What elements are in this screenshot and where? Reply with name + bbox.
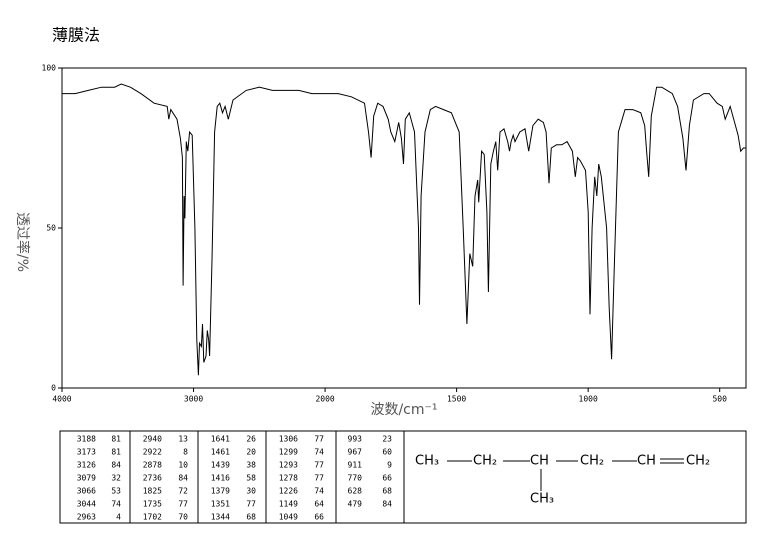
chem-group: CH bbox=[637, 454, 656, 469]
peak-wavenumber: 1641 bbox=[211, 435, 230, 444]
peak-transmittance: 9 bbox=[387, 461, 392, 470]
peak-transmittance: 4 bbox=[116, 513, 121, 522]
chem-group: CH₂ bbox=[686, 454, 710, 469]
x-tick-label: 500 bbox=[712, 395, 727, 404]
peak-transmittance: 77 bbox=[314, 461, 324, 470]
chem-group: CH bbox=[530, 454, 549, 469]
y-tick-label: 100 bbox=[42, 64, 57, 73]
peak-wavenumber: 628 bbox=[348, 487, 363, 496]
peak-transmittance: 77 bbox=[314, 435, 324, 444]
peak-wavenumber: 1416 bbox=[211, 474, 230, 483]
x-axis-label: 波数/cm⁻¹ bbox=[370, 402, 437, 418]
peak-transmittance: 32 bbox=[111, 474, 121, 483]
peak-transmittance: 74 bbox=[314, 448, 324, 457]
peak-wavenumber: 993 bbox=[348, 435, 363, 444]
peak-transmittance: 10 bbox=[178, 461, 188, 470]
peak-wavenumber: 1439 bbox=[211, 461, 230, 470]
peak-transmittance: 68 bbox=[382, 487, 392, 496]
chem-group: CH₃ bbox=[530, 492, 554, 507]
chem-group: CH₃ bbox=[415, 454, 439, 469]
peak-transmittance: 30 bbox=[246, 487, 256, 496]
peak-wavenumber: 1293 bbox=[279, 461, 298, 470]
peak-wavenumber: 3066 bbox=[77, 487, 96, 496]
peak-transmittance: 13 bbox=[178, 435, 188, 444]
chart-title: 薄膜法 bbox=[52, 26, 100, 45]
peak-wavenumber: 1344 bbox=[211, 513, 230, 522]
peak-transmittance: 38 bbox=[246, 461, 256, 470]
x-tick-label: 3000 bbox=[184, 395, 203, 404]
peak-wavenumber: 1735 bbox=[143, 500, 162, 509]
peak-transmittance: 60 bbox=[382, 448, 392, 457]
peak-wavenumber: 3126 bbox=[77, 461, 96, 470]
peak-wavenumber: 967 bbox=[348, 448, 363, 457]
peak-transmittance: 66 bbox=[382, 474, 392, 483]
peak-wavenumber: 1299 bbox=[279, 448, 298, 457]
peak-transmittance: 77 bbox=[178, 500, 188, 509]
peak-wavenumber: 911 bbox=[348, 461, 363, 470]
peak-wavenumber: 1226 bbox=[279, 487, 298, 496]
peak-transmittance: 84 bbox=[111, 461, 121, 470]
peak-wavenumber: 1702 bbox=[143, 513, 162, 522]
peak-wavenumber: 3173 bbox=[77, 448, 96, 457]
x-tick-label: 4000 bbox=[52, 395, 71, 404]
x-tick-label: 1000 bbox=[579, 395, 598, 404]
peak-wavenumber: 2878 bbox=[143, 461, 162, 470]
y-tick-label: 50 bbox=[46, 224, 56, 233]
chem-group: CH₂ bbox=[580, 454, 604, 469]
peak-transmittance: 81 bbox=[111, 448, 121, 457]
peak-wavenumber: 1306 bbox=[279, 435, 298, 444]
spectrum-line bbox=[62, 83, 746, 376]
peak-wavenumber: 2922 bbox=[143, 448, 162, 457]
peak-transmittance: 58 bbox=[246, 474, 256, 483]
peak-wavenumber: 1379 bbox=[211, 487, 230, 496]
peak-wavenumber: 2736 bbox=[143, 474, 162, 483]
peak-wavenumber: 3188 bbox=[77, 435, 96, 444]
peak-transmittance: 84 bbox=[382, 500, 392, 509]
peak-transmittance: 68 bbox=[246, 513, 256, 522]
peak-transmittance: 53 bbox=[111, 487, 121, 496]
x-tick-label: 1500 bbox=[447, 395, 466, 404]
peak-wavenumber: 2963 bbox=[77, 513, 96, 522]
y-tick-label: 0 bbox=[51, 384, 56, 393]
peak-wavenumber: 3044 bbox=[77, 500, 96, 509]
peak-transmittance: 26 bbox=[246, 435, 256, 444]
peak-transmittance: 23 bbox=[382, 435, 392, 444]
peak-wavenumber: 3079 bbox=[77, 474, 96, 483]
peak-wavenumber: 1825 bbox=[143, 487, 162, 496]
peak-transmittance: 74 bbox=[111, 500, 121, 509]
chem-group: CH₂ bbox=[473, 454, 497, 469]
peak-transmittance: 84 bbox=[178, 474, 188, 483]
peak-wavenumber: 1049 bbox=[279, 513, 298, 522]
peak-transmittance: 81 bbox=[111, 435, 121, 444]
peak-wavenumber: 1278 bbox=[279, 474, 298, 483]
peak-wavenumber: 2940 bbox=[143, 435, 162, 444]
peak-transmittance: 66 bbox=[314, 513, 324, 522]
peak-wavenumber: 1351 bbox=[211, 500, 230, 509]
peak-transmittance: 8 bbox=[183, 448, 188, 457]
peak-wavenumber: 1461 bbox=[211, 448, 230, 457]
plot-frame bbox=[61, 67, 747, 389]
peak-transmittance: 64 bbox=[314, 500, 324, 509]
peak-wavenumber: 479 bbox=[348, 500, 363, 509]
peak-transmittance: 70 bbox=[178, 513, 188, 522]
peak-transmittance: 74 bbox=[314, 487, 324, 496]
y-axis-label: 透过率/% bbox=[14, 212, 31, 272]
peak-transmittance: 77 bbox=[314, 474, 324, 483]
peak-transmittance: 77 bbox=[246, 500, 256, 509]
peak-wavenumber: 770 bbox=[348, 474, 363, 483]
table-frame bbox=[59, 430, 747, 524]
peak-transmittance: 72 bbox=[178, 487, 188, 496]
x-tick-label: 2000 bbox=[315, 395, 334, 404]
peak-wavenumber: 1149 bbox=[279, 500, 298, 509]
peak-transmittance: 20 bbox=[246, 448, 256, 457]
